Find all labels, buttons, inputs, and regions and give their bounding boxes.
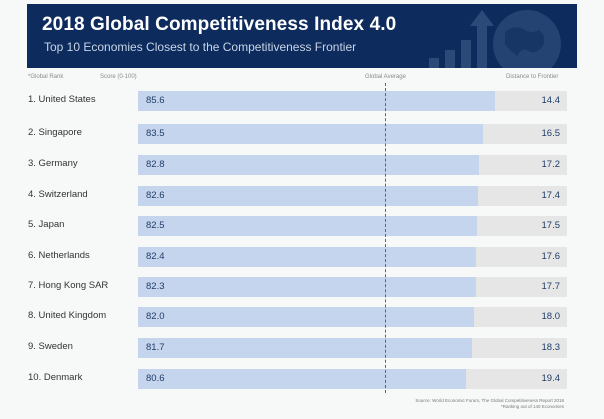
score-value: 81.7 <box>146 342 165 353</box>
distance-value: 17.7 <box>541 281 561 292</box>
source-note: Source: World Economic Forum, The Global… <box>415 398 564 410</box>
table-row: 5. Japan 82.5 17.5 <box>0 216 604 236</box>
table-row: 9. Sweden 81.7 18.3 <box>0 338 604 358</box>
country-label: 3. Germany <box>28 158 78 169</box>
score-bar <box>138 369 466 389</box>
table-row: 7. Hong Kong SAR 82.3 17.7 <box>0 277 604 297</box>
global-average-label: Global Average <box>365 74 406 80</box>
score-bar <box>138 91 495 111</box>
score-value: 82.0 <box>146 311 165 322</box>
distance-value: 17.5 <box>541 220 561 231</box>
score-value: 82.4 <box>146 251 165 262</box>
score-bar <box>138 277 476 297</box>
distance-value: 17.4 <box>541 190 561 201</box>
table-row: 8. United Kingdom 82.0 18.0 <box>0 307 604 327</box>
score-value: 80.6 <box>146 373 165 384</box>
score-bar <box>138 247 477 267</box>
score-bar <box>138 338 473 358</box>
distance-value: 14.4 <box>541 95 561 106</box>
globe-growth-icon <box>429 10 561 68</box>
chart-subtitle: Top 10 Economies Closest to the Competit… <box>44 40 357 54</box>
table-row: 1. United States 85.6 14.4 <box>0 91 604 111</box>
table-row: 4. Switzerland 82.6 17.4 <box>0 186 604 206</box>
score-value: 82.3 <box>146 281 165 292</box>
table-row: 6. Netherlands 82.4 17.6 <box>0 247 604 267</box>
country-label: 5. Japan <box>28 219 65 230</box>
country-label: 7. Hong Kong SAR <box>28 280 109 291</box>
country-label: 9. Sweden <box>28 341 73 352</box>
score-value: 83.5 <box>146 128 165 139</box>
distance-header: Distance to Frontier <box>506 74 559 80</box>
score-value: 85.6 <box>146 95 165 106</box>
score-bar <box>138 186 478 206</box>
score-value: 82.5 <box>146 220 165 231</box>
distance-value: 17.6 <box>541 251 561 262</box>
country-label: 6. Netherlands <box>28 250 90 261</box>
rank-header: *Global Rank <box>28 74 64 80</box>
country-label: 2. Singapore <box>28 127 82 138</box>
table-row: 10. Denmark 80.6 19.4 <box>0 369 604 389</box>
score-bar <box>138 216 478 236</box>
distance-value: 16.5 <box>541 128 561 139</box>
table-row: 2. Singapore 83.5 16.5 <box>0 124 604 144</box>
title-banner: 2018 Global Competitiveness Index 4.0 To… <box>27 4 577 68</box>
score-header: Score (0-100) <box>100 74 137 80</box>
score-bar <box>138 307 475 327</box>
distance-value: 18.0 <box>541 311 561 322</box>
chart-title: 2018 Global Competitiveness Index 4.0 <box>42 14 397 35</box>
table-row: 3. Germany 82.8 17.2 <box>0 155 604 175</box>
global-average-line <box>385 83 386 393</box>
ranking-note: *Ranking out of 140 Economies <box>500 404 564 409</box>
score-bar <box>138 155 479 175</box>
country-label: 1. United States <box>28 94 96 105</box>
distance-value: 18.3 <box>541 342 561 353</box>
country-label: 10. Denmark <box>28 372 83 383</box>
score-value: 82.8 <box>146 159 165 170</box>
distance-value: 17.2 <box>541 159 561 170</box>
country-label: 8. United Kingdom <box>28 310 107 321</box>
score-bar <box>138 124 483 144</box>
distance-value: 19.4 <box>541 373 561 384</box>
source-text: Source: World Economic Forum, The Global… <box>415 398 564 403</box>
score-value: 82.6 <box>146 190 165 201</box>
country-label: 4. Switzerland <box>28 189 88 200</box>
